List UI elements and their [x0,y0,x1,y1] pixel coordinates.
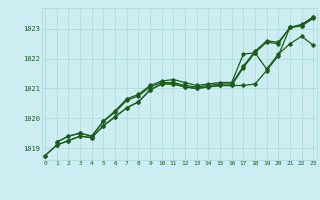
Text: Graphe pression niveau de la mer (hPa): Graphe pression niveau de la mer (hPa) [58,184,262,193]
